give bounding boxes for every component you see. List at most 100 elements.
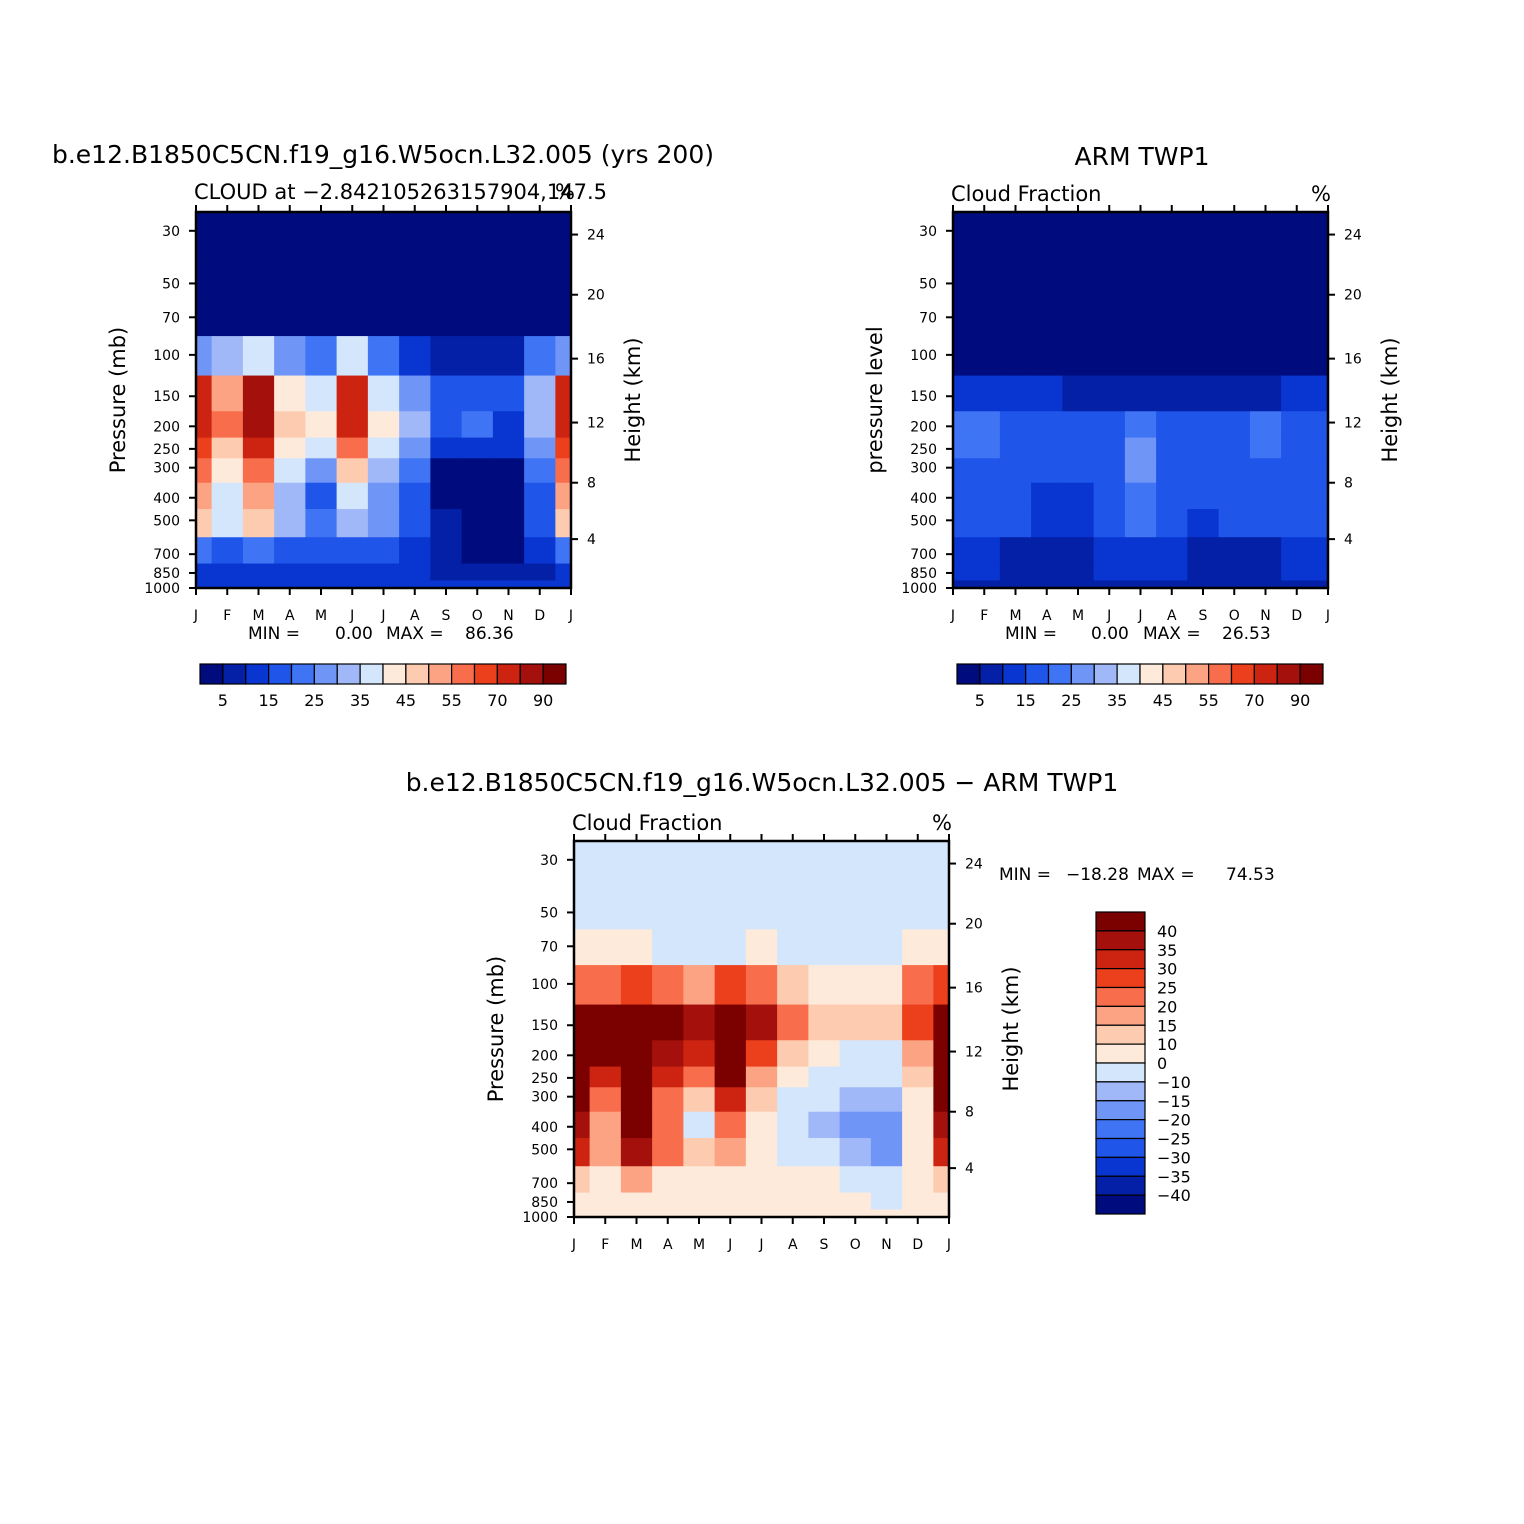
panel-model-min-label: MIN = xyxy=(248,624,300,644)
x-tick-label: J xyxy=(1137,608,1142,624)
heatmap-cell xyxy=(902,1138,934,1167)
heatmap-cell xyxy=(1218,437,1251,459)
heatmap-cell xyxy=(839,1138,872,1167)
heatmap-cell xyxy=(1031,537,1063,565)
panel-obs-colorbar: 5 15 25 35 45 55 70 90 xyxy=(956,663,1324,710)
heatmap-cell xyxy=(745,841,778,887)
heatmap-cell xyxy=(870,1138,903,1167)
heatmap-cell xyxy=(999,458,1032,484)
heatmap-cell xyxy=(777,1192,809,1211)
heatmap-cell xyxy=(399,563,431,582)
heatmap-cell xyxy=(933,886,950,930)
heatmap-cell xyxy=(367,375,400,412)
heatmap-cell xyxy=(305,212,338,258)
colorbar-swatch xyxy=(1025,663,1050,685)
heatmap-cell xyxy=(492,257,525,301)
panel-diff-ylabel-right: Height (km) xyxy=(999,966,1023,1091)
heatmap-cell xyxy=(461,411,494,439)
heatmap-cell xyxy=(1312,257,1329,301)
heatmap-cell xyxy=(1249,482,1282,510)
colorbar-label: −30 xyxy=(1157,1148,1191,1167)
heatmap-cell xyxy=(745,1111,778,1139)
heatmap-cell xyxy=(870,1004,903,1041)
heatmap-cell xyxy=(1187,375,1220,412)
heatmap-cell xyxy=(714,1166,747,1194)
heatmap-cell xyxy=(589,1138,622,1167)
heatmap-cell xyxy=(305,537,338,565)
heatmap-cell xyxy=(430,563,463,582)
heatmap-cell xyxy=(999,563,1032,582)
heatmap-cell xyxy=(399,458,431,484)
heatmap-cell xyxy=(492,563,525,582)
heatmap-cell xyxy=(745,1040,778,1068)
y-tick-label: 400 xyxy=(910,491,937,507)
heatmap-cell xyxy=(933,1192,950,1211)
heatmap-cell xyxy=(1062,212,1095,258)
heatmap-cell xyxy=(574,929,591,966)
y-tick-label: 30 xyxy=(162,224,180,240)
colorbar-swatch xyxy=(405,663,430,685)
panel-diff-subtitle: Cloud Fraction xyxy=(572,811,723,835)
y-tick-label: 150 xyxy=(531,1018,558,1034)
heatmap-cell xyxy=(430,437,463,459)
heatmap-cell xyxy=(1249,257,1282,301)
colorbar-swatch xyxy=(222,663,247,685)
heatmap-cell xyxy=(211,437,244,459)
panel-diff-title: b.e12.B1850C5CN.f19_g16.W5ocn.L32.005 − … xyxy=(406,768,1119,797)
colorbar-label: 35 xyxy=(350,691,370,710)
colorbar-swatch xyxy=(1095,1081,1146,1102)
heatmap-cell xyxy=(1093,437,1126,459)
heatmap-cell xyxy=(1093,458,1126,484)
colorbar-label: 15 xyxy=(1015,691,1035,710)
heatmap-cell xyxy=(953,437,970,459)
heatmap-cell xyxy=(1312,509,1329,538)
heatmap-cell xyxy=(367,563,400,582)
heatmap-cell xyxy=(274,482,306,510)
heatmap-cell xyxy=(399,212,431,258)
colorbar-swatch xyxy=(1093,663,1118,685)
heatmap-cell xyxy=(461,537,494,565)
heatmap-cell xyxy=(714,1066,747,1088)
heatmap-cell xyxy=(953,336,970,377)
heatmap-cell xyxy=(274,537,306,565)
heatmap-cell xyxy=(777,841,809,887)
heatmap-cell xyxy=(574,1209,591,1218)
y-tick-label: 250 xyxy=(531,1071,558,1087)
heatmap-cell xyxy=(777,965,809,1006)
y-tick-label: 50 xyxy=(162,276,180,292)
heatmap-cell xyxy=(242,300,275,337)
heatmap-cell xyxy=(1156,537,1188,565)
colorbar-label: −25 xyxy=(1157,1130,1191,1149)
heatmap-cell xyxy=(839,965,872,1006)
heatmap-cell xyxy=(367,411,400,439)
heatmap-cell xyxy=(652,1166,684,1194)
x-tick-label: A xyxy=(410,608,420,624)
heatmap-cell xyxy=(399,375,431,412)
heatmap-cell xyxy=(461,336,494,377)
heatmap-cell xyxy=(902,841,934,887)
heatmap-cell xyxy=(1187,336,1220,377)
colorbar-swatch xyxy=(1095,911,1146,932)
y-tick-label: 50 xyxy=(540,905,558,921)
heatmap-cell xyxy=(574,1138,591,1167)
panel-model-max-value: 86.36 xyxy=(465,624,514,644)
heatmap-cell xyxy=(953,375,970,412)
y-tick-label: 850 xyxy=(153,566,180,582)
heatmap-cell xyxy=(399,482,431,510)
colorbar-swatch xyxy=(1185,663,1210,685)
heatmap-cell xyxy=(1031,482,1063,510)
heatmap-cell xyxy=(367,537,400,565)
heatmap-cell xyxy=(902,1066,934,1088)
heatmap-cell xyxy=(492,482,525,510)
heatmap-cell xyxy=(1312,336,1329,377)
heatmap-cell xyxy=(1218,482,1251,510)
heatmap-cell xyxy=(652,965,684,1006)
colorbar-swatch xyxy=(1070,663,1095,685)
heatmap-cell xyxy=(953,482,970,510)
heatmap-cell xyxy=(461,375,494,412)
heatmap-cell xyxy=(524,257,556,301)
heatmap-cell xyxy=(555,336,572,377)
heatmap-cell xyxy=(1062,509,1095,538)
heatmap-cell xyxy=(1156,437,1188,459)
heatmap-cell xyxy=(1218,563,1251,582)
